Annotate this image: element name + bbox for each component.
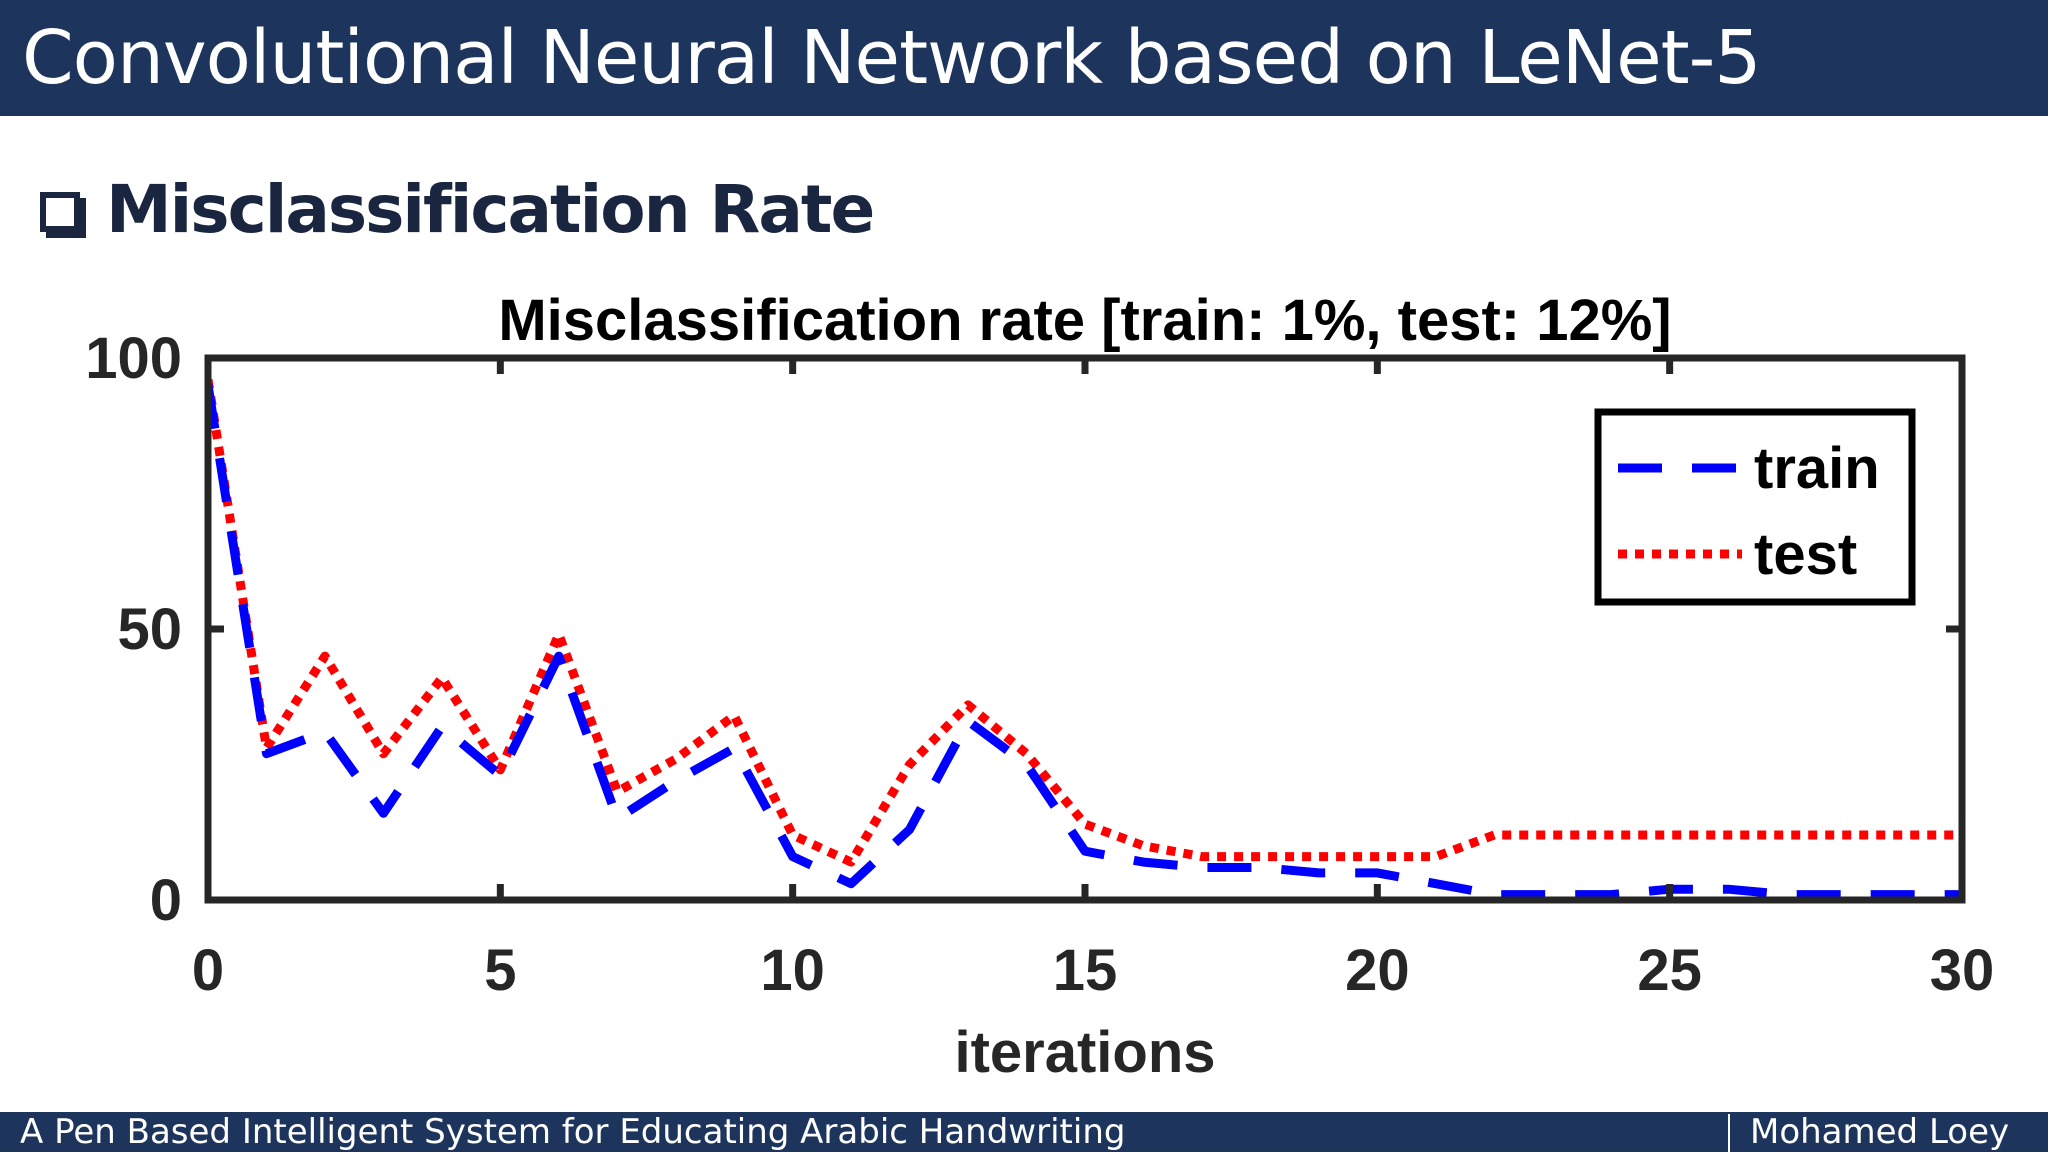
slide-title: Convolutional Neural Network based on Le…	[22, 15, 1761, 101]
x-tick-label: 30	[1930, 938, 1995, 1003]
section-heading: Misclassification Rate	[40, 168, 875, 250]
x-tick-label: 20	[1345, 938, 1410, 1003]
x-tick-label: 5	[484, 938, 516, 1003]
footer-author: Mohamed Loey	[1750, 1112, 2010, 1152]
x-tick-label: 15	[1053, 938, 1118, 1003]
y-tick-label: 100	[85, 326, 182, 391]
series-line-test	[208, 378, 1962, 867]
x-axis-label: iterations	[954, 1020, 1215, 1085]
legend-label-test: test	[1754, 522, 1857, 587]
legend-label-train: train	[1754, 436, 1880, 501]
x-tick-label: 10	[760, 938, 825, 1003]
title-bar	[0, 0, 2048, 116]
section-heading-label: Misclassification Rate	[106, 170, 875, 248]
x-tick-label: 25	[1637, 938, 1702, 1003]
y-tick-label: 50	[117, 597, 182, 662]
x-tick-label: 0	[192, 938, 224, 1003]
y-tick-label: 0	[150, 868, 182, 933]
legend-box	[1594, 408, 1916, 606]
misclassification-chart: Misclassification rate [train: 1%, test:…	[85, 288, 1995, 1085]
chart-title: Misclassification rate [train: 1%, test:…	[498, 288, 1671, 353]
footer-bar	[0, 1112, 2048, 1152]
checkbox-bullet-icon	[40, 192, 80, 232]
footer-divider	[1728, 1114, 1730, 1152]
footer-title: A Pen Based Intelligent System for Educa…	[20, 1112, 1126, 1152]
